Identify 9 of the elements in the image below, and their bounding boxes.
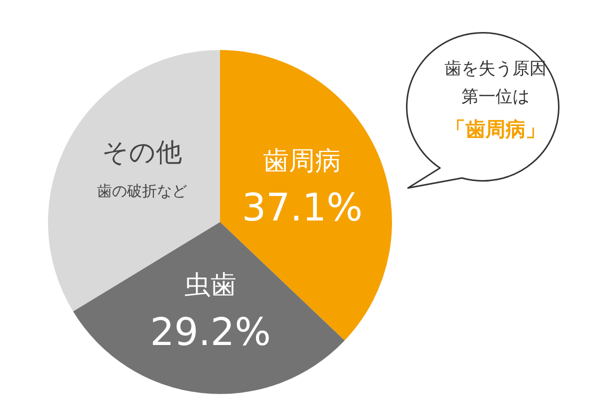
slice-label: その他: [102, 138, 182, 168]
slice-label: 虫歯: [184, 270, 236, 301]
text: 「歯周病」: [444, 116, 546, 143]
text: 歯を失う原因: [444, 58, 548, 81]
data-label: 29.2%: [150, 310, 271, 354]
slice-label: 歯周病: [263, 146, 342, 176]
text: 第一位は: [460, 86, 530, 109]
data-label: 37.1%: [242, 186, 363, 230]
text: 歯の破折など: [97, 182, 188, 200]
